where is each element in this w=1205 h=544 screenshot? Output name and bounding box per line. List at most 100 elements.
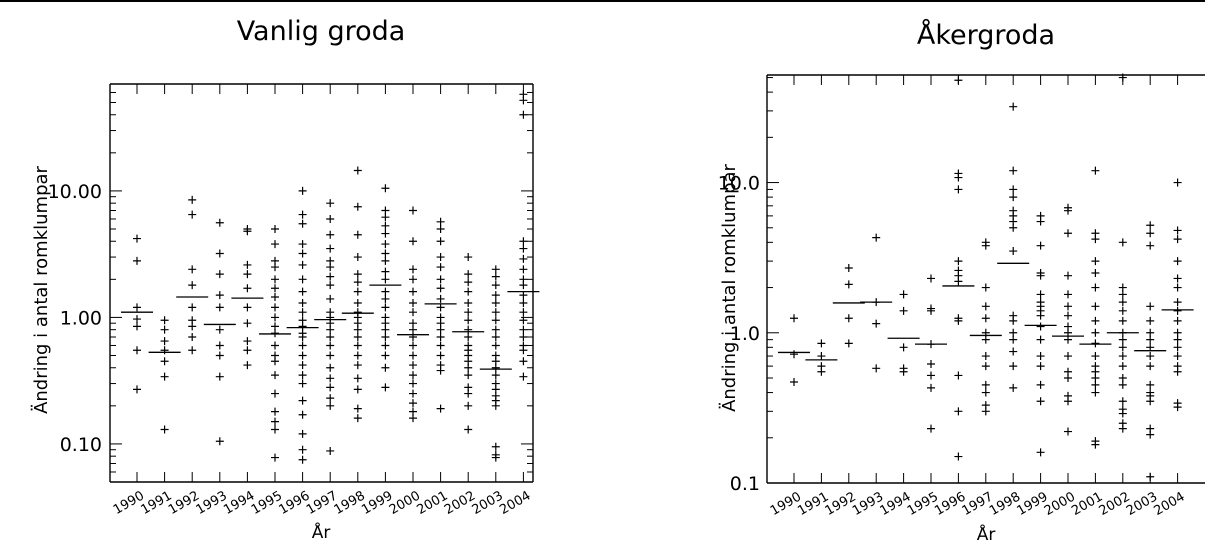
data-point (1009, 383, 1018, 392)
data-point (1118, 380, 1127, 389)
data-point (160, 316, 169, 325)
data-point (491, 281, 500, 290)
data-point (298, 275, 307, 284)
data-point (1146, 241, 1155, 250)
data-point (1146, 302, 1155, 311)
data-point (1173, 352, 1182, 361)
data-point (409, 389, 417, 398)
data-point (464, 371, 473, 380)
data-point (188, 333, 197, 342)
data-point (519, 110, 528, 119)
data-point (954, 173, 963, 182)
data-point (243, 319, 252, 328)
data-point (326, 446, 335, 455)
data-point (409, 237, 417, 246)
data-point (1091, 380, 1100, 389)
data-point (1064, 206, 1072, 215)
data-point (491, 453, 500, 462)
data-point (1146, 328, 1155, 337)
data-point (243, 270, 252, 279)
data-point (381, 383, 390, 392)
data-point (1036, 397, 1045, 406)
data-point (188, 195, 197, 204)
data-point (381, 303, 390, 312)
data-point (436, 284, 445, 293)
data-point (409, 275, 417, 284)
data-point (353, 404, 362, 413)
data-point (519, 254, 528, 263)
data-point (298, 249, 307, 258)
data-point (491, 371, 500, 380)
data-point (519, 357, 528, 366)
data-point (436, 237, 445, 246)
data-point (381, 294, 390, 303)
data-point (133, 322, 141, 331)
data-point (326, 214, 335, 223)
data-point (271, 322, 279, 331)
data-point (1009, 223, 1018, 232)
data-point (464, 316, 473, 325)
data-point (1064, 229, 1072, 238)
x-axis-label: År (977, 523, 996, 544)
data-point (353, 361, 362, 370)
data-point (927, 274, 935, 283)
data-point (326, 263, 335, 272)
data-point (1173, 283, 1182, 292)
data-point (243, 260, 252, 269)
data-point (1146, 380, 1155, 389)
data-point (353, 414, 362, 423)
data-point (981, 388, 990, 397)
data-point (1146, 343, 1155, 352)
data-point (436, 366, 445, 375)
data-point (1036, 217, 1045, 226)
data-point (215, 249, 224, 258)
data-point (271, 453, 279, 462)
data-point (133, 346, 141, 355)
data-point (464, 363, 473, 372)
data-point (899, 343, 908, 352)
data-point (1118, 306, 1127, 315)
data-point (381, 325, 390, 334)
data-point (353, 374, 362, 383)
data-point (464, 325, 473, 334)
data-point (1009, 193, 1018, 202)
data-point (1173, 343, 1182, 352)
data-point (1091, 269, 1100, 277)
data-point (436, 294, 445, 303)
data-point (1091, 283, 1100, 292)
data-point (927, 383, 935, 392)
data-point (353, 202, 362, 211)
data-point (1064, 352, 1072, 361)
data-point (188, 210, 197, 219)
data-point (519, 244, 528, 253)
data-point (899, 290, 908, 299)
data-point (381, 249, 390, 258)
data-point (353, 333, 362, 342)
data-point (409, 399, 417, 408)
x-tick-label: 2004 (497, 488, 533, 518)
data-point (519, 316, 528, 325)
data-point (326, 383, 335, 392)
data-point (436, 303, 445, 312)
data-point (1064, 271, 1072, 280)
data-point (326, 351, 335, 360)
y-axis-label: Ändring i antal romklumpar (719, 163, 740, 411)
data-point (954, 407, 963, 416)
data-point (160, 346, 169, 355)
data-point (298, 361, 307, 370)
data-point (188, 346, 197, 355)
data-point (409, 361, 417, 370)
data-point (1009, 166, 1018, 175)
data-point (519, 308, 528, 317)
data-point (491, 272, 500, 281)
data-point (844, 314, 853, 323)
data-point (326, 199, 335, 208)
data-point (271, 303, 279, 312)
data-point (1091, 235, 1100, 244)
data-point (1173, 298, 1182, 307)
data-point (927, 359, 935, 368)
data-point (298, 396, 307, 405)
data-point (133, 234, 141, 243)
data-point (160, 425, 169, 434)
data-point (133, 315, 141, 324)
